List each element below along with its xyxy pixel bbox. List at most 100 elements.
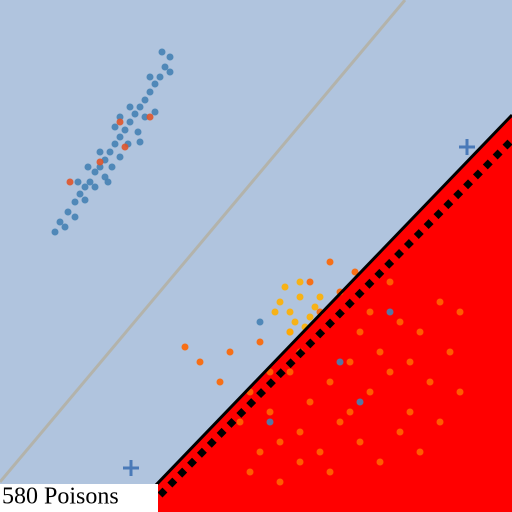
- point: [146, 113, 154, 121]
- point: [236, 418, 244, 426]
- point: [66, 178, 74, 186]
- point: [151, 108, 159, 116]
- point: [386, 278, 394, 286]
- point: [376, 348, 384, 356]
- point: [311, 303, 319, 311]
- point: [108, 163, 116, 171]
- cross-marker: [123, 460, 139, 476]
- point: [356, 398, 364, 406]
- point: [256, 448, 264, 456]
- point: [96, 158, 104, 166]
- point: [351, 268, 359, 276]
- point: [134, 128, 142, 136]
- point: [136, 138, 144, 146]
- point: [216, 378, 224, 386]
- point: [296, 293, 304, 301]
- point: [141, 113, 149, 121]
- point: [91, 168, 99, 176]
- point: [116, 113, 124, 121]
- point: [166, 53, 174, 61]
- point: [336, 358, 344, 366]
- point: [226, 348, 234, 356]
- point: [316, 293, 324, 301]
- point: [121, 126, 129, 134]
- point: [271, 308, 279, 316]
- poison-count: 580 Poisons: [2, 484, 119, 510]
- point: [61, 223, 69, 231]
- point: [396, 318, 404, 326]
- point: [71, 213, 79, 221]
- point: [161, 63, 169, 71]
- point: [116, 133, 124, 141]
- point: [166, 68, 174, 76]
- point: [146, 88, 154, 96]
- points-layer: [51, 48, 464, 486]
- point: [286, 368, 294, 376]
- point: [71, 198, 79, 206]
- point: [286, 328, 294, 336]
- point: [104, 178, 112, 186]
- point: [126, 118, 134, 126]
- point: [416, 448, 424, 456]
- point: [436, 298, 444, 306]
- point: [326, 258, 334, 266]
- point: [446, 348, 454, 356]
- point: [366, 308, 374, 316]
- boundary-layer: [123, 113, 512, 512]
- point: [336, 418, 344, 426]
- point: [91, 183, 99, 191]
- point: [296, 278, 304, 286]
- point: [84, 163, 92, 171]
- point: [456, 388, 464, 396]
- cross-marker: [459, 139, 475, 155]
- point: [158, 48, 166, 56]
- point: [51, 228, 59, 236]
- point: [181, 343, 189, 351]
- point: [306, 313, 314, 321]
- point: [296, 428, 304, 436]
- point: [406, 408, 414, 416]
- point: [81, 183, 89, 191]
- point: [64, 208, 72, 216]
- point: [106, 148, 114, 156]
- label-box: [0, 484, 158, 512]
- point: [436, 418, 444, 426]
- point: [266, 418, 274, 426]
- point: [111, 140, 119, 148]
- point: [356, 438, 364, 446]
- point: [116, 153, 124, 161]
- point: [121, 143, 129, 151]
- point: [396, 428, 404, 436]
- point: [306, 278, 314, 286]
- point: [256, 338, 264, 346]
- point: [111, 123, 119, 131]
- point: [131, 110, 139, 118]
- point: [96, 163, 104, 171]
- point: [426, 378, 434, 386]
- point: [151, 80, 159, 88]
- point: [276, 298, 284, 306]
- point: [76, 190, 84, 198]
- point: [376, 458, 384, 466]
- point: [346, 408, 354, 416]
- point: [406, 358, 414, 366]
- point: [126, 103, 134, 111]
- point: [266, 408, 274, 416]
- point: [196, 358, 204, 366]
- point: [416, 328, 424, 336]
- point: [276, 478, 284, 486]
- point: [276, 438, 284, 446]
- point: [156, 73, 164, 81]
- boundary-line: [0, 0, 407, 483]
- point: [116, 118, 124, 126]
- point: [346, 358, 354, 366]
- point: [306, 398, 314, 406]
- boundary-line: [128, 113, 512, 512]
- point: [291, 318, 299, 326]
- point: [281, 283, 289, 291]
- point: [316, 448, 324, 456]
- point: [141, 96, 149, 104]
- point: [326, 378, 334, 386]
- point: [81, 196, 89, 204]
